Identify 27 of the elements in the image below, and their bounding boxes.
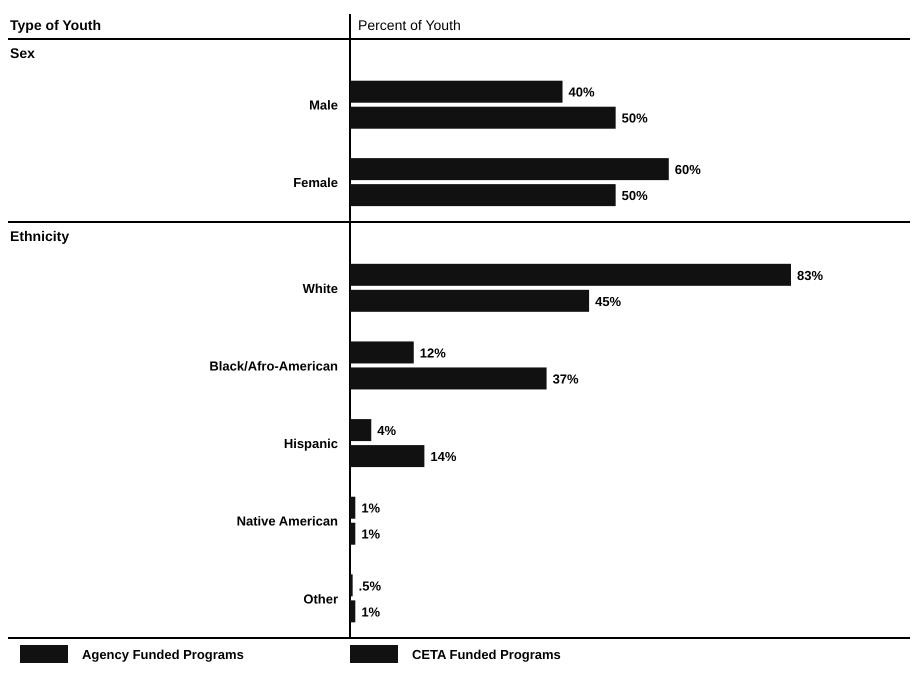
data-label: 1% <box>361 604 381 620</box>
y-tick-label: Black/Afro-American <box>209 358 338 374</box>
data-label: 60% <box>674 162 702 178</box>
y-axis-title: Ethnicity <box>10 228 70 244</box>
data-label: 37% <box>552 371 580 386</box>
legend-label: Agency Funded Programs <box>82 646 244 662</box>
data-label: 40% <box>568 84 595 100</box>
data-label: 14% <box>430 448 457 464</box>
data-label: 1% <box>361 526 381 542</box>
y-tick-label: White <box>302 280 338 296</box>
y-tick-label: Native American <box>236 514 338 529</box>
data-label: .5% <box>358 578 382 594</box>
data-label: 45% <box>595 294 622 309</box>
text: Type of Youth <box>10 17 101 33</box>
y-tick-label: Female <box>293 175 338 190</box>
y-tick-label: Hispanic <box>284 436 338 451</box>
data-label: 50% <box>622 110 648 126</box>
legend-label: CETA Funded Programs <box>412 646 561 662</box>
y-axis-title: Sex <box>10 45 36 61</box>
y-tick-label: Male <box>309 98 338 113</box>
data-label: 83% <box>797 268 824 283</box>
text: Percent of Youth <box>358 17 461 33</box>
data-label: 50% <box>622 188 648 204</box>
data-label: 4% <box>377 422 396 438</box>
data-label: 12% <box>420 345 446 360</box>
y-tick-label: Other <box>303 591 338 606</box>
data-label: 1% <box>361 500 381 516</box>
